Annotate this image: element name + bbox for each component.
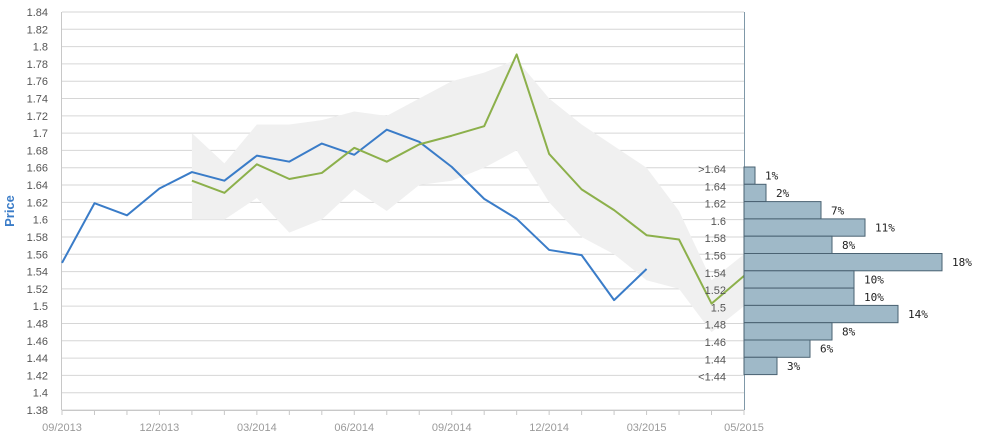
histogram-category-label: 1.56 <box>705 251 726 263</box>
histogram-bar <box>743 304 899 324</box>
x-tick-label: 09/2014 <box>432 422 472 434</box>
y-tick-label: 1.82 <box>27 24 48 36</box>
histogram-category-label: 1.48 <box>705 320 726 332</box>
x-tick-label: 09/2013 <box>42 422 82 434</box>
histogram-bar <box>743 339 811 358</box>
y-tick-label: 1.6 <box>33 215 48 227</box>
y-tick-label: 1.8 <box>33 42 48 54</box>
histogram-category-label: 1.46 <box>705 337 726 349</box>
histogram-bar <box>743 201 822 220</box>
histogram-category-label: 1.58 <box>705 233 726 245</box>
y-tick-label: 1.68 <box>27 145 48 157</box>
histogram-percent-label: 8% <box>842 239 856 252</box>
histogram-bar <box>743 235 833 254</box>
histogram-category-label: 1.6 <box>711 216 726 228</box>
histogram-category-label: >1.64 <box>698 164 726 176</box>
y-axis-title: Price <box>2 195 17 227</box>
histogram-percent-label: 10% <box>864 273 884 286</box>
forecast-price-line <box>191 53 745 305</box>
histogram-percent-label: 11% <box>875 222 895 235</box>
y-tick-label: 1.66 <box>27 163 48 175</box>
y-tick-label: 1.84 <box>27 7 48 19</box>
histogram-bar <box>743 287 855 306</box>
x-tick-label: 03/2014 <box>237 422 277 434</box>
y-tick-label: 1.52 <box>27 284 48 296</box>
histogram-percent-label: 8% <box>842 325 856 338</box>
histogram-bar <box>743 322 833 341</box>
x-tick-label: 12/2014 <box>529 422 569 434</box>
y-tick-label: 1.76 <box>27 76 48 88</box>
histogram-percent-label: 2% <box>776 187 790 200</box>
histogram-percent-label: 10% <box>864 291 884 304</box>
y-tick-label: 1.58 <box>27 232 48 244</box>
y-tick-label: 1.42 <box>27 370 48 382</box>
y-tick-label: 1.38 <box>27 405 48 417</box>
y-tick-label: 1.72 <box>27 111 48 123</box>
x-tick-label: 05/2015 <box>724 422 764 434</box>
y-tick-label: 1.46 <box>27 336 48 348</box>
histogram-percent-label: 6% <box>820 343 834 356</box>
x-tick-label: 03/2015 <box>627 422 667 434</box>
y-tick-label: 1.64 <box>27 180 48 192</box>
histogram-bar <box>743 183 767 203</box>
histogram-category-label: 1.54 <box>705 268 726 280</box>
histogram-bar <box>743 253 943 272</box>
y-tick-label: 1.74 <box>27 94 48 106</box>
y-tick-label: 1.5 <box>33 301 48 313</box>
y-tick-label: 1.62 <box>27 197 48 209</box>
y-tick-label: 1.56 <box>27 249 48 261</box>
histogram-category-label: 1.52 <box>705 285 726 297</box>
y-tick-label: 1.7 <box>33 128 48 140</box>
histogram-percent-label: 14% <box>908 308 928 321</box>
histogram-percent-label: 1% <box>765 170 779 183</box>
histogram-category-label: 1.5 <box>711 302 726 314</box>
y-tick-label: 1.54 <box>27 267 48 279</box>
y-tick-label: 1.48 <box>27 318 48 330</box>
histogram-bar <box>743 218 866 237</box>
y-tick-label: 1.44 <box>27 353 48 365</box>
x-tick-label: 06/2014 <box>334 422 374 434</box>
histogram-bar <box>743 270 855 289</box>
histogram-category-label: <1.44 <box>698 372 726 384</box>
histogram-bar <box>743 356 778 376</box>
histogram-category-label: 1.62 <box>705 199 726 211</box>
histogram-percent-label: 3% <box>787 360 801 373</box>
histogram-percent-label: 7% <box>831 204 845 217</box>
histogram-percent-label: 18% <box>952 256 972 269</box>
y-tick-label: 1.78 <box>27 59 48 71</box>
histogram-bar <box>743 166 756 185</box>
forecast-range-band <box>191 59 744 333</box>
historical-price-line <box>61 128 648 302</box>
histogram-category-label: 1.44 <box>705 354 726 366</box>
y-tick-label: 1.4 <box>33 388 48 400</box>
histogram-category-label: 1.64 <box>705 181 726 193</box>
x-tick-label: 12/2013 <box>140 422 180 434</box>
